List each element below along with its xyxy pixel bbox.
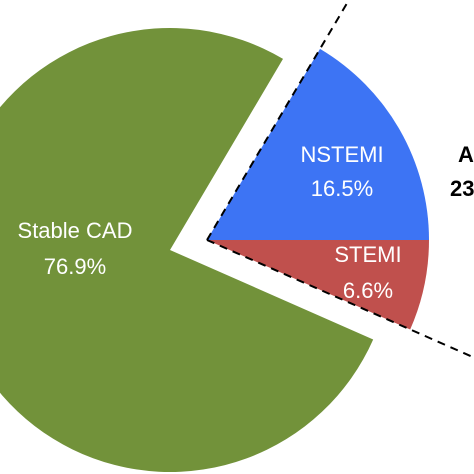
pie-slice-stable-cad	[0, 28, 374, 472]
pie-slice-stemi	[207, 240, 429, 330]
group-label: A	[458, 142, 474, 167]
slice-value-stable-cad: 76.9%	[44, 254, 106, 279]
pie-slice-nstemi	[207, 48, 429, 240]
group-bracket-top	[206, 0, 351, 241]
pie-slices	[0, 28, 429, 472]
group-bracket-bottom	[206, 239, 474, 359]
slice-label-stemi: STEMI	[334, 242, 401, 267]
slice-label-nstemi: NSTEMI	[300, 142, 383, 167]
slice-value-stemi: 6.6%	[343, 278, 393, 303]
slice-value-nstemi: 16.5%	[311, 176, 373, 201]
slice-label-stable-cad: Stable CAD	[18, 218, 133, 243]
group-value-label: 23	[450, 176, 474, 201]
